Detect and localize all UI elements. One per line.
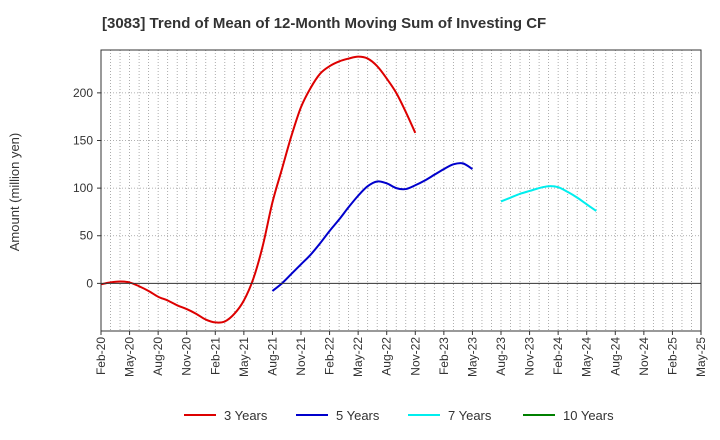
x-tick-label: Feb-25	[665, 337, 679, 375]
y-tick-label: 150	[73, 133, 93, 147]
x-tick-label: Nov-21	[294, 337, 308, 376]
series-lines	[100, 55, 597, 324]
y-tick-label: 50	[80, 229, 94, 243]
x-tick-label: Nov-22	[408, 337, 422, 376]
x-tick-label: Aug-20	[151, 337, 165, 376]
legend-label-10-years: 10 Years	[563, 408, 614, 423]
x-tick-label: Nov-23	[523, 337, 537, 376]
y-tick-label: 200	[73, 86, 93, 100]
x-tick-label: Nov-24	[637, 337, 651, 376]
x-tick-label: Feb-24	[551, 337, 565, 375]
x-tick-label: Aug-21	[265, 337, 279, 376]
x-tick-label: May-25	[694, 337, 708, 377]
y-tick-label: 0	[86, 276, 93, 290]
x-tick-label: May-22	[351, 337, 365, 377]
axes	[100, 49, 702, 332]
legend-label-3-years: 3 Years	[224, 408, 268, 423]
x-tick-label: May-23	[465, 337, 479, 377]
series-line-3-years	[100, 55, 417, 324]
x-tick-label: Feb-21	[208, 337, 222, 375]
x-axis-ticks: Feb-20 May-20 Aug-20 Nov-20 Feb-21 May-21 Aug-…	[94, 331, 708, 377]
x-tick-label: Aug-24	[608, 337, 622, 376]
x-tick-label: May-21	[237, 337, 251, 377]
x-tick-label: Feb-20	[94, 337, 108, 375]
x-tick-label: Feb-23	[437, 337, 451, 375]
legend: 3 Years 5 Years 7 Years 10 Years	[184, 408, 614, 423]
plot-frame	[100, 49, 702, 332]
x-tick-label: Aug-23	[494, 337, 508, 376]
x-tick-label: Nov-20	[180, 337, 194, 376]
x-tick-label: Feb-22	[323, 337, 337, 375]
x-tick-label: May-20	[123, 337, 137, 377]
y-tick-label: 100	[73, 181, 93, 195]
series-line-5-years	[271, 162, 473, 292]
legend-label-7-years: 7 Years	[448, 408, 492, 423]
x-tick-label: May-24	[580, 337, 594, 377]
y-axis-label: Amount (million yen)	[7, 133, 22, 252]
chart-title: [3083] Trend of Mean of 12-Month Moving …	[102, 15, 547, 32]
grid	[100, 50, 702, 331]
x-tick-label: Aug-22	[380, 337, 394, 376]
series-line-7-years	[500, 185, 597, 212]
legend-label-5-years: 5 Years	[336, 408, 380, 423]
y-axis-ticks: 0 50 100 150 200	[73, 86, 101, 290]
